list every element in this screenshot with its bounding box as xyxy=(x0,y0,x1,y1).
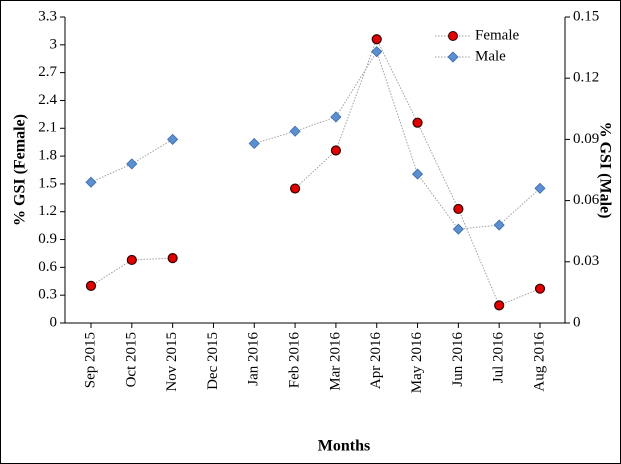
legend-marker xyxy=(448,31,458,41)
y2-tick-label: 0.09 xyxy=(573,131,599,147)
y-tick-label: 0 xyxy=(50,314,58,330)
data-point xyxy=(494,300,505,311)
x-tick-label: Dec 2015 xyxy=(205,332,221,390)
y2-tick-label: 0 xyxy=(573,314,581,330)
data-point xyxy=(330,111,342,123)
y2-axis-title: % GSI (Male) xyxy=(596,122,613,219)
data-point xyxy=(493,219,505,231)
y2-tick-label: 0.12 xyxy=(573,70,599,86)
y-tick-label: 2.4 xyxy=(38,92,57,108)
x-tick-label: Jul 2016 xyxy=(491,332,507,384)
legend-marker xyxy=(447,51,459,63)
y-tick-label: 1.8 xyxy=(38,148,57,164)
data-point xyxy=(126,254,137,266)
data-point xyxy=(534,283,546,294)
y-tick-label: 0.9 xyxy=(38,231,57,247)
data-point xyxy=(534,182,546,194)
y-tick-label: 0.6 xyxy=(38,259,57,275)
data-point xyxy=(411,168,424,180)
x-tick-label: Mar 2016 xyxy=(327,332,343,391)
data-point xyxy=(167,133,179,145)
x-tick-label: May 2016 xyxy=(409,332,425,394)
data-point xyxy=(452,223,464,235)
data-point xyxy=(371,46,383,58)
y-axis-title: % GSI (Female) xyxy=(12,114,29,226)
data-point xyxy=(289,183,301,194)
data-point xyxy=(85,176,97,188)
y-tick-label: 3 xyxy=(50,36,58,52)
x-tick-label: Jan 2016 xyxy=(246,332,262,386)
y-tick-label: 0.3 xyxy=(38,287,57,303)
data-point xyxy=(289,125,301,137)
y-tick-label: 1.2 xyxy=(38,203,57,219)
y-tick-label: 2.1 xyxy=(38,120,57,136)
x-tick-label: Nov 2015 xyxy=(164,332,180,392)
x-axis-title: Months xyxy=(318,438,370,455)
data-point xyxy=(371,34,382,45)
x-tick-label: Sep 2015 xyxy=(82,332,98,388)
y-tick-label: 1.5 xyxy=(38,175,57,191)
y2-tick-label: 0.15 xyxy=(573,8,599,24)
data-point xyxy=(248,137,260,150)
y-tick-label: 3.3 xyxy=(38,8,57,24)
series-line xyxy=(90,50,541,230)
data-point xyxy=(126,158,138,170)
data-point xyxy=(330,145,342,156)
legend-label: Female xyxy=(475,27,519,43)
y2-tick-label: 0.06 xyxy=(573,192,600,208)
data-point xyxy=(85,280,97,292)
data-point xyxy=(412,117,423,128)
y2-tick-label: 0.03 xyxy=(573,253,599,269)
y-tick-label: 2.7 xyxy=(38,64,57,80)
data-point xyxy=(167,252,178,264)
data-point xyxy=(453,203,464,215)
x-tick-label: Oct 2015 xyxy=(123,332,139,387)
x-tick-label: Feb 2016 xyxy=(287,332,303,389)
x-tick-label: Apr 2016 xyxy=(368,332,384,390)
x-tick-label: Jun 2016 xyxy=(450,332,466,387)
x-tick-label: Aug 2016 xyxy=(531,332,547,392)
legend-label: Male xyxy=(475,48,506,64)
